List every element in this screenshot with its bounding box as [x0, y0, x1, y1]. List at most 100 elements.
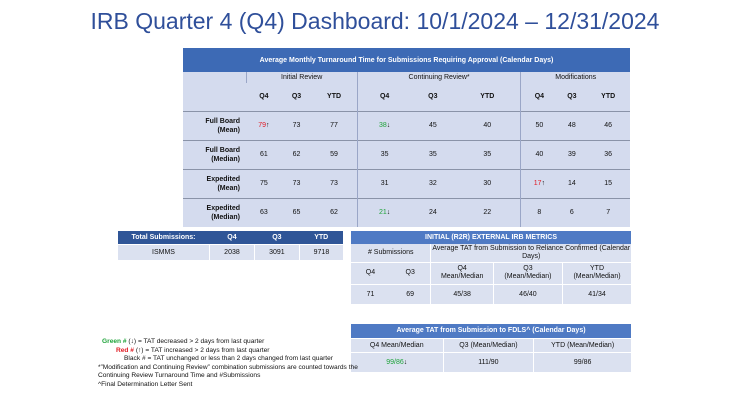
legend-green: Green # (↓) = TAT decreased > 2 days fro…	[102, 338, 265, 345]
total-q4: 2038	[209, 243, 255, 260]
cell-ir-q4: 79↑	[246, 110, 282, 140]
row-label: Expedited (Median)	[183, 197, 246, 227]
col-ytd-mean-median: YTD (Mean/Median)	[562, 261, 631, 284]
footnote-combination: *”Modification and Continuing Review” co…	[98, 363, 358, 380]
cell-ir-q3: 73	[281, 168, 312, 198]
col-ytd: YTD	[311, 83, 358, 111]
cell-cr-q4: 38↓	[356, 110, 412, 140]
fdls-table: Average TAT from Submission to FDLS^ (Ca…	[351, 324, 631, 372]
fdls-caption: Average TAT from Submission to FDLS^ (Ca…	[351, 324, 631, 338]
cell-mod-q3: 6	[557, 197, 587, 227]
cell-cr-q3: 24	[411, 197, 455, 227]
col-q3: Q3	[411, 83, 455, 111]
fdls-q4: 99/86↓	[351, 351, 443, 372]
col-q4: Q4	[356, 83, 412, 111]
legend: Green # (↓) = TAT decreased > 2 days fro…	[98, 338, 358, 389]
cell-ir-q3: 73	[281, 110, 312, 140]
cell-cr-ytd: 40	[454, 110, 521, 140]
cell-mod-ytd: 7	[586, 197, 630, 227]
cell-cr-q3: 45	[411, 110, 455, 140]
up-arrow-icon: (↑)	[135, 346, 144, 354]
total-submissions-label: Total Submissions:	[117, 231, 210, 244]
col-q3-mean-median: Q3 (Mean/Median)	[442, 337, 534, 352]
cell-ir-q3: 65	[281, 197, 312, 227]
col-q4: Q4	[520, 83, 558, 111]
col-q4: Q4	[209, 231, 255, 244]
col-ytd: YTD	[299, 231, 343, 244]
col-q4-mean-median: Q4 Mean/Median	[351, 337, 443, 352]
cell-ir-ytd: 59	[311, 139, 358, 169]
row-label: Expedited (Mean)	[183, 168, 246, 198]
col-q3: Q3	[281, 83, 312, 111]
cell-ir-q3: 62	[281, 139, 312, 169]
org-name: ISMMS	[117, 243, 210, 260]
table-row: ISMMS 2038 3091 9718	[117, 243, 343, 260]
cell-mod-q4: 8	[520, 197, 558, 227]
cell-cr-ytd: 35	[454, 139, 521, 169]
up-arrow-icon: ↑	[541, 180, 546, 187]
turnaround-table: Average Monthly Turnaround Time for Subm…	[183, 48, 630, 227]
up-arrow-icon: ↑	[266, 122, 270, 129]
total-q3: 3091	[253, 243, 300, 260]
col-q3-mean-median: Q3 (Mean/Median)	[492, 261, 563, 284]
col-ytd: YTD	[454, 83, 521, 111]
table-caption: Average Monthly Turnaround Time for Subm…	[183, 48, 630, 72]
col-q4: Q4	[246, 83, 282, 111]
cell-cr-ytd: 22	[454, 197, 521, 227]
col-ytd: YTD	[586, 83, 630, 111]
group-modifications: Modifications	[520, 72, 630, 83]
cell-ir-q4: 63	[246, 197, 282, 227]
total-ytd: 9718	[298, 243, 343, 260]
col-q3: Q3	[254, 231, 300, 244]
cell-cr-q4: 31	[356, 168, 412, 198]
col-q4-mean-median: Q4 Mean/Median	[430, 261, 494, 284]
page-title: IRB Quarter 4 (Q4) Dashboard: 10/1/2024 …	[90, 8, 660, 34]
cell-mod-ytd: 36	[586, 139, 630, 169]
tat-reliance-subheader: Average TAT from Submission to Reliance …	[430, 244, 631, 262]
cell-ir-q4: 61	[246, 139, 282, 169]
down-arrow-icon: ↓	[386, 122, 391, 129]
down-arrow-icon: ↓	[403, 358, 408, 366]
cell-mod-ytd: 15	[586, 168, 630, 198]
cell-mod-ytd: 46	[586, 110, 630, 140]
cell-cr-q4: 21↓	[356, 197, 412, 227]
ext-q3-count: 69	[389, 283, 431, 304]
cell-ir-ytd: 62	[311, 197, 358, 227]
fdls-q3: 111/90	[442, 351, 534, 372]
table-row: Full Board (Median) 61 62 59 35 35 35 40 …	[183, 139, 630, 169]
cell-ir-ytd: 77	[311, 110, 358, 140]
col-q3: Q3	[389, 261, 431, 284]
cell-mod-q3: 48	[557, 110, 587, 140]
cell-ir-ytd: 73	[311, 168, 358, 198]
down-arrow-icon: ↓	[386, 209, 391, 217]
table-row: 71 69 45/38 46/40 41/34	[351, 283, 631, 304]
cell-cr-ytd: 30	[454, 168, 521, 198]
submissions-subheader: # Submissions	[351, 244, 431, 262]
table-row: Expedited (Median) 63 65 62 21↓ 24 22 8 6…	[183, 197, 630, 227]
ext-ytd-tat: 41/34	[562, 283, 631, 304]
group-initial-review: Initial Review	[245, 72, 358, 83]
row-label: Full Board (Median)	[183, 139, 246, 169]
cell-mod-q4: 17↑	[520, 168, 558, 198]
col-ytd-mean-median: YTD (Mean/Median)	[533, 337, 631, 352]
ext-q4-tat: 45/38	[430, 283, 494, 304]
fdls-ytd: 99/86	[533, 351, 631, 372]
cell-mod-q4: 50	[520, 110, 558, 140]
ext-q3-tat: 46/40	[492, 283, 563, 304]
legend-black: Black # = TAT unchanged or less than 2 d…	[124, 355, 333, 362]
cell-cr-q3: 32	[411, 168, 455, 198]
col-q3: Q3	[557, 83, 587, 111]
total-submissions-table: Total Submissions: Q4 Q3 YTD ISMMS 2038 …	[117, 231, 343, 260]
row-label: Full Board (Mean)	[183, 110, 246, 140]
cell-cr-q3: 35	[411, 139, 455, 169]
cell-mod-q3: 39	[557, 139, 587, 169]
footnote-fdls: ^Final Determination Letter Sent	[98, 380, 193, 388]
cell-mod-q4: 40	[520, 139, 558, 169]
cell-mod-q3: 14	[557, 168, 587, 198]
table-row: 99/86↓ 111/90 99/86	[351, 351, 631, 372]
external-caption: INITIAL (R2R) EXTERNAL IRB METRICS	[351, 231, 631, 244]
external-irb-metrics-table: INITIAL (R2R) EXTERNAL IRB METRICS # Sub…	[351, 231, 631, 304]
group-continuing-review: Continuing Review*	[356, 72, 521, 83]
cell-ir-q4: 75	[246, 168, 282, 198]
table-row: Expedited (Mean) 75 73 73 31 32 30 17↑ 14…	[183, 168, 630, 198]
